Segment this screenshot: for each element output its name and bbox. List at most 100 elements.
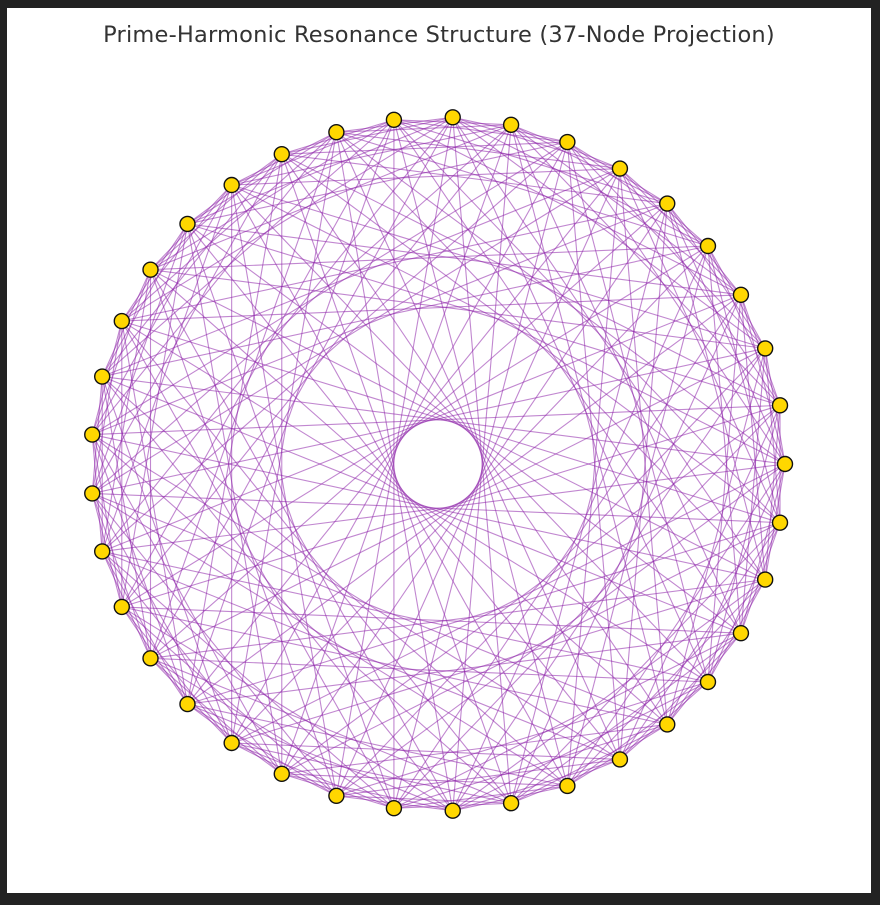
edge [187, 223, 621, 760]
node [84, 426, 101, 443]
edge [92, 404, 781, 436]
edge [566, 579, 766, 787]
edge [619, 522, 781, 760]
node [113, 312, 131, 330]
node [732, 625, 750, 642]
edge [187, 223, 742, 634]
edge [393, 119, 742, 634]
node [611, 751, 629, 768]
node [771, 514, 789, 531]
edge [186, 119, 395, 705]
node [113, 598, 131, 616]
edge [92, 492, 781, 524]
edge [101, 376, 152, 659]
edge [452, 245, 709, 811]
edge [510, 203, 668, 804]
edge [150, 579, 766, 659]
edge [452, 116, 766, 349]
node [142, 650, 159, 667]
node [659, 716, 676, 733]
edge [150, 347, 766, 659]
node [699, 673, 717, 691]
edge [452, 117, 709, 683]
node [328, 787, 345, 804]
node [84, 485, 101, 502]
edge [102, 245, 709, 378]
edge [566, 141, 766, 349]
edge [510, 124, 781, 406]
node [328, 124, 345, 141]
node [611, 160, 629, 177]
edge [91, 434, 188, 705]
node [93, 368, 111, 385]
node [659, 195, 676, 212]
node [756, 340, 774, 357]
node [273, 145, 290, 163]
edge [231, 141, 568, 744]
edge [121, 606, 337, 797]
edge [102, 550, 709, 683]
edge [101, 168, 621, 378]
node [273, 765, 290, 783]
edge [335, 168, 621, 797]
edge [231, 245, 709, 744]
edge [121, 131, 337, 322]
edge [566, 245, 709, 787]
edge [91, 434, 621, 760]
edge [150, 117, 454, 659]
edge [149, 269, 337, 796]
node-layer [84, 109, 794, 819]
edge [150, 269, 766, 349]
edge [666, 203, 766, 580]
edge [150, 269, 766, 581]
edge [91, 493, 233, 744]
figure-frame: Prime-Harmonic Resonance Structure (37-N… [7, 8, 871, 893]
edge [91, 131, 337, 435]
edge [452, 579, 766, 812]
edge [619, 203, 668, 760]
edge [510, 294, 742, 804]
node [444, 802, 461, 819]
node [179, 695, 196, 713]
edge [187, 522, 781, 705]
edge [121, 606, 741, 634]
edge-layer [91, 116, 786, 812]
resonance-graph [84, 109, 794, 819]
edge [231, 132, 337, 744]
edge [92, 347, 766, 494]
node [385, 799, 403, 817]
edge [452, 117, 512, 804]
edge [101, 376, 568, 787]
edge [101, 269, 152, 552]
node [756, 571, 774, 588]
node [502, 795, 520, 812]
node [444, 109, 461, 126]
edge [150, 269, 454, 811]
edge [231, 463, 786, 744]
edge [281, 404, 781, 775]
edge [121, 245, 709, 608]
edge [231, 184, 568, 787]
edge [335, 131, 766, 580]
edge [566, 141, 621, 760]
edge [231, 184, 786, 465]
edge [186, 223, 395, 809]
node [732, 286, 750, 303]
edge [740, 294, 766, 580]
edge [707, 245, 742, 634]
node [223, 176, 240, 194]
edge [335, 131, 621, 760]
edge [281, 153, 512, 804]
edge [510, 124, 742, 634]
edge [281, 153, 668, 725]
edge [335, 117, 454, 796]
node [179, 215, 196, 233]
edge [92, 203, 668, 436]
node [502, 116, 520, 133]
edge [566, 168, 621, 787]
edge [393, 119, 568, 787]
edge [393, 141, 568, 809]
edge [92, 492, 668, 725]
edge [187, 632, 742, 705]
edge [91, 492, 568, 787]
